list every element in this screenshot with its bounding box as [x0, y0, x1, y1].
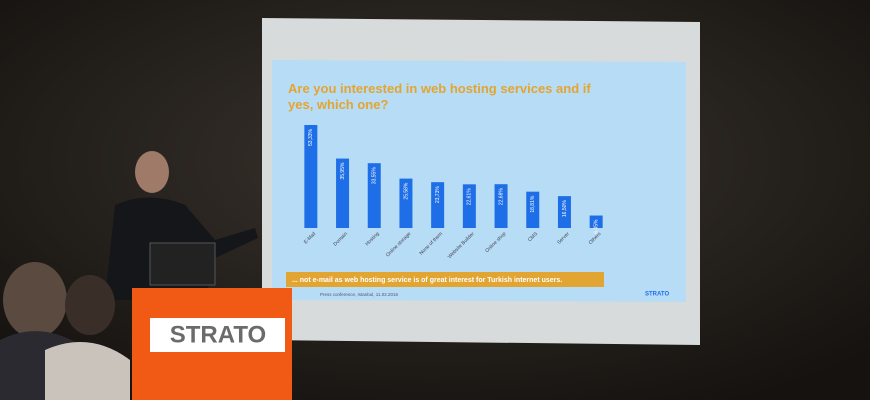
bar [431, 182, 445, 228]
value-label: 33,55% [372, 167, 378, 185]
bar [304, 125, 318, 228]
value-label: 22,61% [467, 188, 473, 206]
speaker-head [135, 151, 169, 193]
value-label: 16,50% [562, 200, 568, 218]
audience-body-2 [45, 342, 130, 400]
bar [557, 196, 571, 228]
bar [399, 178, 413, 228]
slide-title: Are you interested in web hosting servic… [288, 81, 591, 112]
bar [494, 184, 508, 228]
value-label: 25,58% [403, 182, 409, 200]
banner-bg [286, 272, 604, 287]
value-label: 23,73% [435, 186, 441, 204]
value-label: 53,33% [308, 128, 314, 146]
podium-logo: STRATO [170, 321, 266, 348]
value-label: 22,68% [498, 188, 504, 206]
bar [526, 191, 540, 228]
audience-head-2 [65, 275, 115, 335]
bar [336, 158, 350, 228]
banner: ... not e-mail as web hosting service is… [292, 277, 562, 284]
value-label: 6,45% [593, 219, 599, 234]
bar [589, 215, 603, 228]
bar [462, 184, 476, 228]
podium-sign [150, 318, 285, 352]
value-label: 35,95% [340, 162, 346, 180]
laptop [149, 242, 216, 286]
value-label: 18,81% [530, 195, 536, 213]
bar [367, 163, 381, 228]
footer: Press conference, Istanbul, 11.02.2016 [320, 292, 398, 297]
slide [272, 60, 686, 302]
audience-head [3, 262, 67, 338]
slide-logo: STRATO [645, 292, 669, 298]
